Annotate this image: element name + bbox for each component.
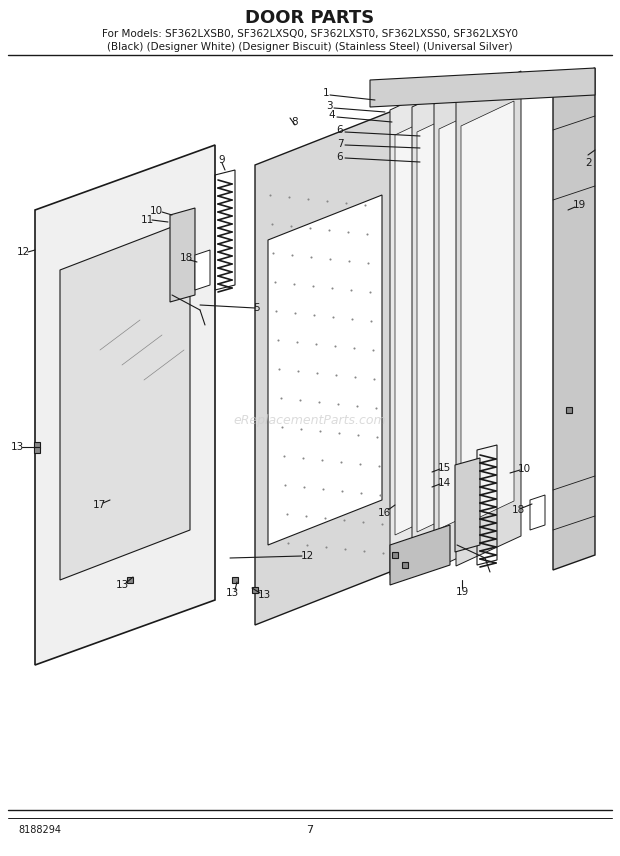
Text: 18: 18 (179, 253, 193, 263)
Text: 8: 8 (291, 117, 298, 127)
Text: 2: 2 (586, 158, 592, 168)
Polygon shape (530, 495, 545, 530)
Polygon shape (434, 74, 499, 569)
Text: (Black) (Designer White) (Designer Biscuit) (Stainless Steel) (Universal Silver): (Black) (Designer White) (Designer Biscu… (107, 42, 513, 52)
Text: 13: 13 (115, 580, 128, 590)
Polygon shape (170, 208, 195, 302)
Text: 13: 13 (257, 590, 270, 600)
Polygon shape (370, 68, 595, 107)
Text: 8188294: 8188294 (18, 825, 61, 835)
Text: 12: 12 (300, 551, 314, 561)
Text: 4: 4 (329, 110, 335, 120)
Polygon shape (195, 250, 210, 290)
Polygon shape (412, 77, 477, 572)
Text: 16: 16 (378, 508, 391, 518)
Text: 12: 12 (16, 247, 30, 257)
Text: 9: 9 (219, 155, 225, 165)
Polygon shape (395, 110, 448, 535)
Text: 7: 7 (306, 825, 314, 835)
Polygon shape (455, 458, 480, 552)
Text: 17: 17 (92, 500, 105, 510)
Polygon shape (417, 107, 470, 532)
Text: 10: 10 (149, 206, 162, 216)
Text: 19: 19 (455, 587, 469, 597)
Text: DOOR PARTS: DOOR PARTS (246, 9, 374, 27)
Text: 6: 6 (337, 125, 343, 135)
Polygon shape (60, 220, 190, 580)
Text: 15: 15 (437, 463, 451, 473)
Polygon shape (390, 525, 450, 585)
Polygon shape (456, 71, 521, 566)
Text: 19: 19 (572, 200, 586, 210)
Text: 11: 11 (140, 215, 154, 225)
Text: For Models: SF362LXSB0, SF362LXSQ0, SF362LXST0, SF362LXSS0, SF362LXSY0: For Models: SF362LXSB0, SF362LXSQ0, SF36… (102, 29, 518, 39)
Text: 10: 10 (518, 464, 531, 474)
Text: 1: 1 (322, 88, 329, 98)
Polygon shape (268, 195, 382, 545)
Text: 6: 6 (337, 152, 343, 162)
Text: 5: 5 (254, 303, 260, 313)
Text: 7: 7 (337, 139, 343, 149)
Text: 3: 3 (326, 101, 332, 111)
Text: eReplacementParts.com: eReplacementParts.com (234, 413, 386, 426)
Text: 13: 13 (11, 442, 24, 452)
Polygon shape (439, 104, 492, 529)
Polygon shape (35, 145, 215, 665)
Text: 13: 13 (226, 588, 239, 598)
Text: 18: 18 (512, 505, 525, 515)
Polygon shape (255, 110, 395, 625)
Polygon shape (461, 101, 514, 526)
Polygon shape (390, 80, 455, 575)
Polygon shape (553, 68, 595, 570)
Text: 14: 14 (437, 478, 451, 488)
